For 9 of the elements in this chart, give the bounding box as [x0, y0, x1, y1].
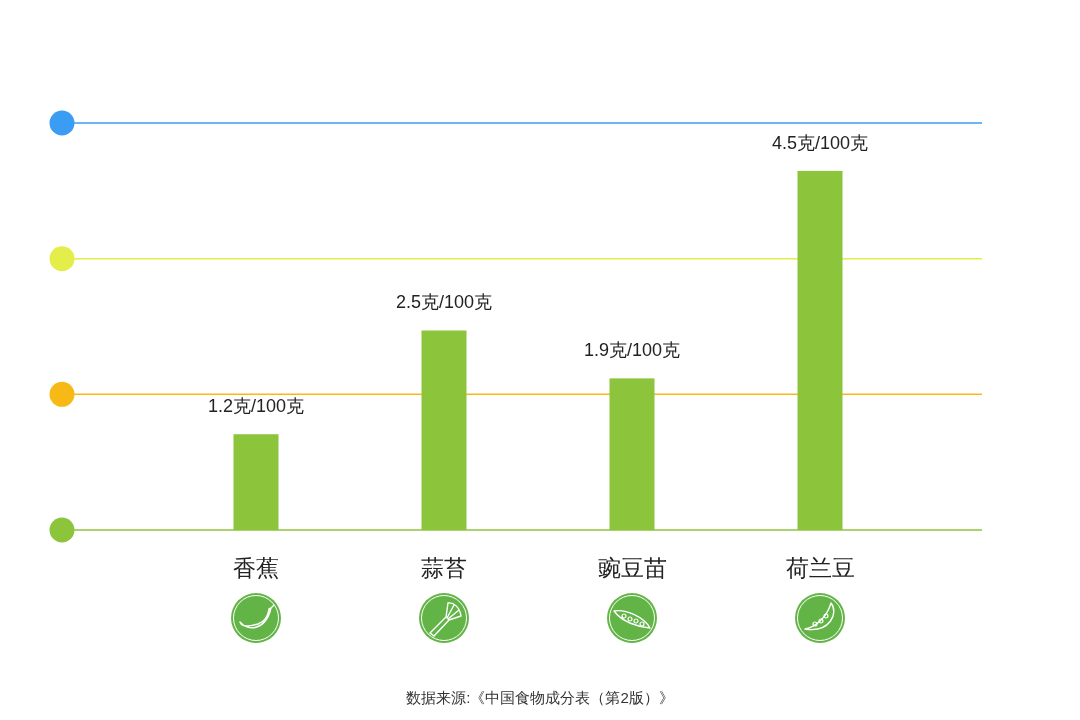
data-label: 1.9克/100克: [583, 340, 681, 361]
data-label: 4.5克/100克: [771, 132, 869, 153]
x-tick-label: 豌豆苗: [597, 555, 667, 581]
x-tick-label: 荷兰豆: [785, 555, 855, 581]
source-note: 数据来源:《中国食物成分表（第2版）》: [406, 689, 674, 706]
x-tick-label: 香蕉: [233, 555, 279, 581]
data-label: 1.2克/100克: [207, 396, 305, 417]
data-label: 2.5克/100克: [395, 292, 493, 313]
x-tick-label: 蒜苔: [421, 555, 467, 581]
